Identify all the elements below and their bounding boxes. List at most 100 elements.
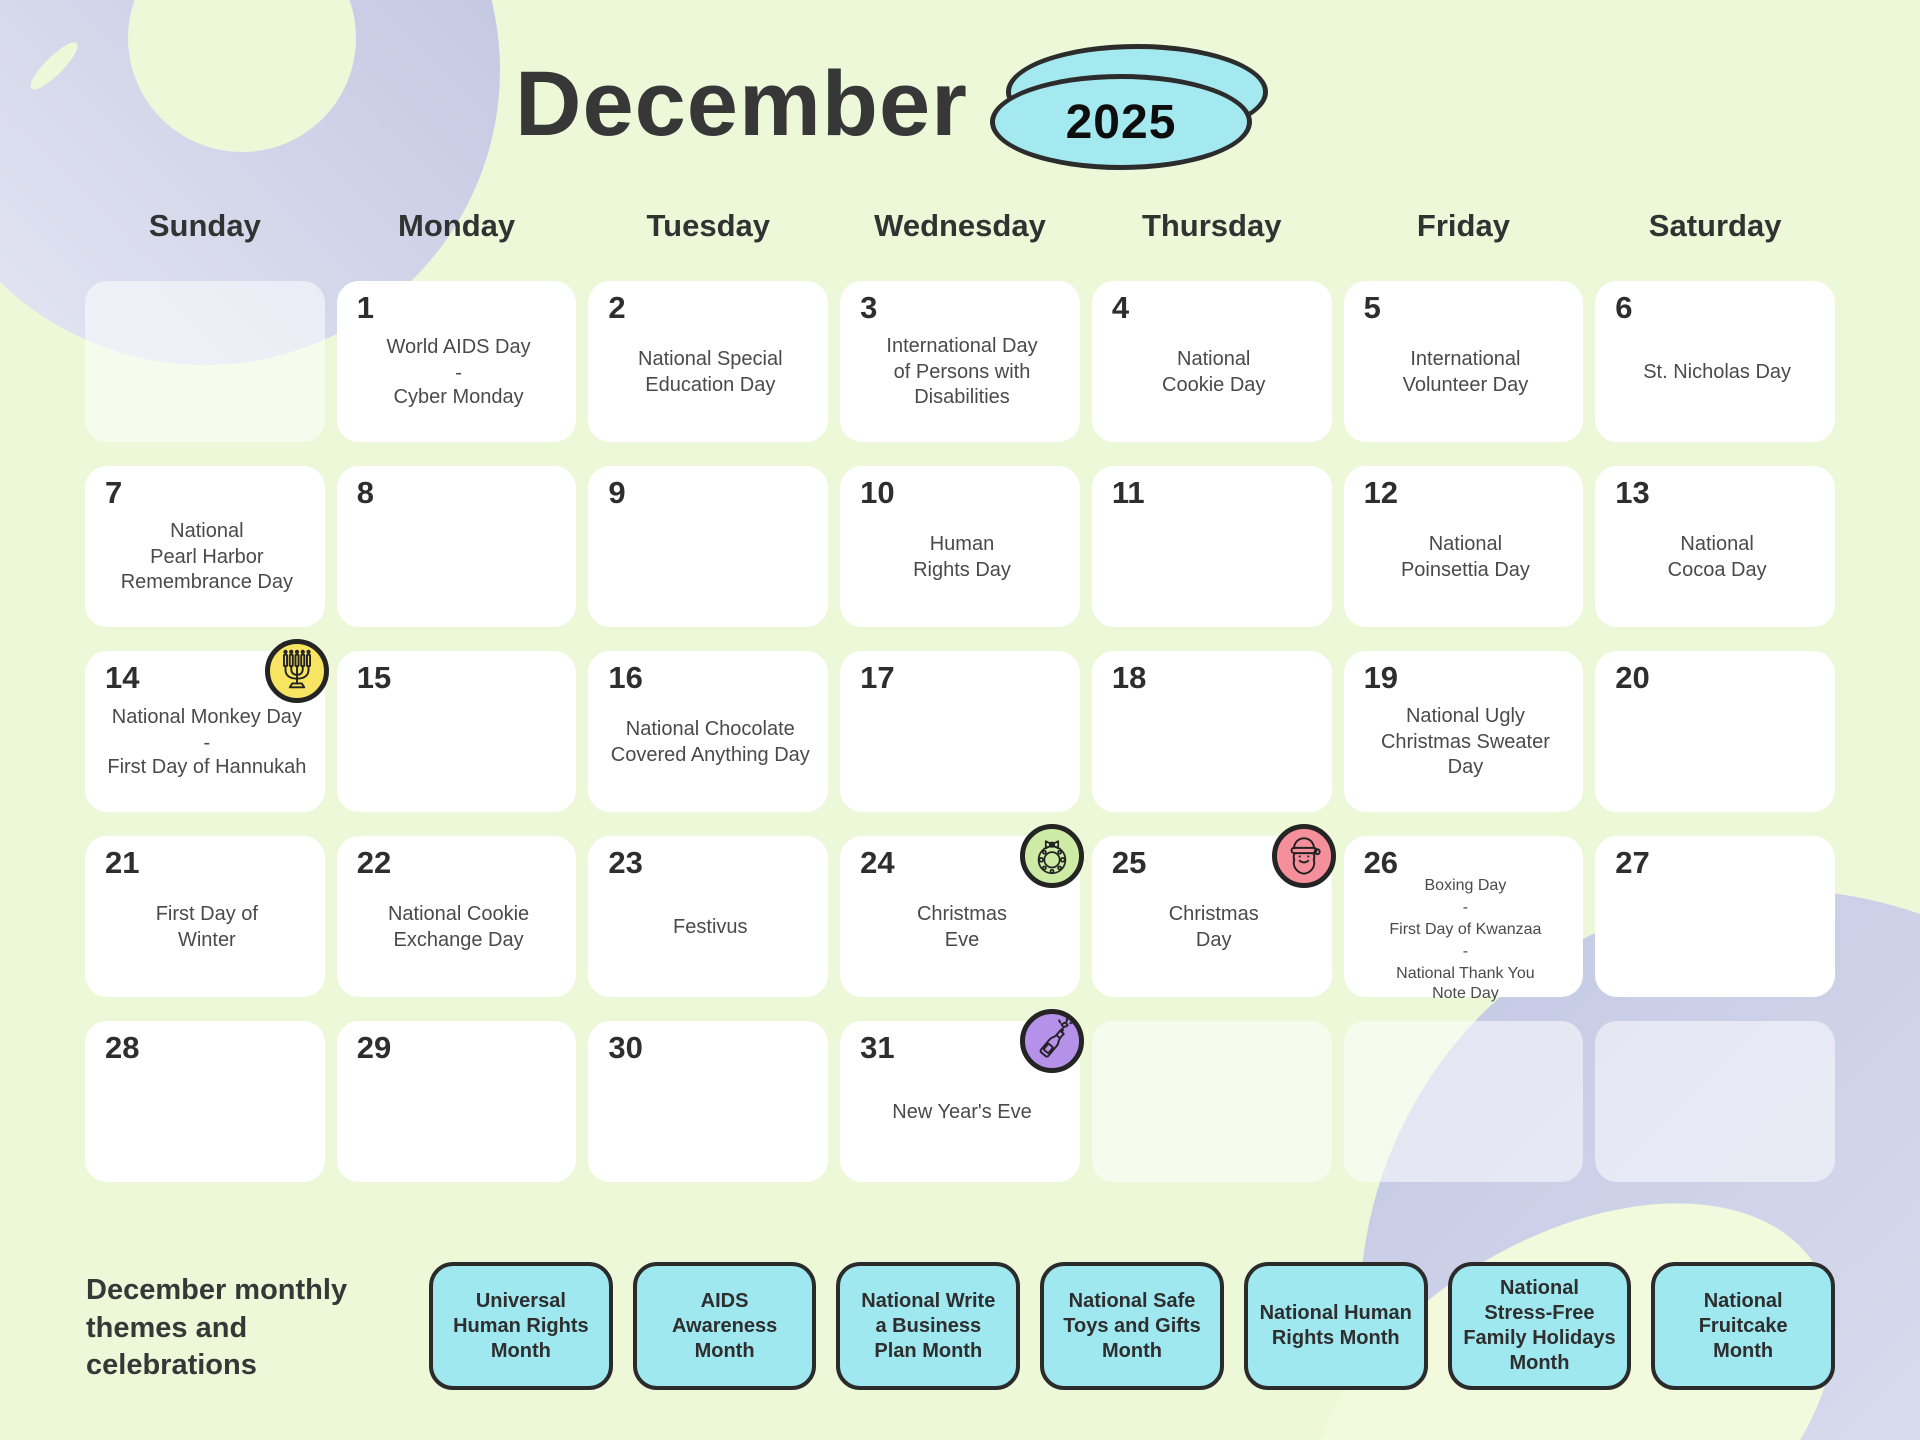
theme-pill-label: National Safe Toys and Gifts Month — [1063, 1289, 1201, 1362]
theme-pill-label: Universal Human Rights Month — [453, 1289, 589, 1362]
menorah-icon — [264, 639, 329, 703]
calendar-cell-13: 13 National Cocoa Day — [1595, 466, 1835, 627]
event-list: International Volunteer Day — [1358, 321, 1574, 434]
calendar-cell-16: 16 National Chocolate Covered Anything Da… — [588, 651, 829, 812]
event-label: First Day of Kwanzaa — [1389, 921, 1542, 939]
day-number: 3 — [860, 290, 878, 325]
day-number: 12 — [1363, 475, 1399, 510]
calendar-cell-22: 22 National Cookie Exchange Day — [336, 836, 577, 997]
event-label: Christmas Day — [1168, 902, 1259, 951]
event-label: Human Rights Day — [913, 532, 1011, 581]
event-label: International Day of Persons with Disabi… — [886, 335, 1038, 409]
event-label: National Monkey Day — [111, 705, 302, 728]
calendar-cell-empty — [85, 281, 325, 442]
monthly-themes-row: Universal Human Rights Month AIDS Awarene… — [429, 1262, 1836, 1390]
calendar-cell-8: 8 — [336, 466, 577, 627]
year-badge: 2025 — [990, 44, 1270, 170]
calendar-cell-11: 11 — [1091, 466, 1332, 627]
day-number: 30 — [608, 1030, 643, 1065]
calendar-cell-10: 10 Human Rights Day — [840, 466, 1080, 627]
day-number: 23 — [608, 845, 643, 880]
calendar-cell-9: 9 — [588, 466, 829, 627]
calendar-cell-25: 25 Christmas Day — [1091, 824, 1336, 997]
calendar-cell-15: 15 — [336, 651, 577, 812]
day-number: 10 — [860, 475, 895, 510]
month-title: December — [515, 53, 968, 155]
event-label: National Special Education Day — [638, 347, 783, 396]
event-label: National Cookie Exchange Day — [387, 902, 530, 951]
event-label: International Volunteer Day — [1402, 347, 1529, 396]
weekday-label-tuesday: Tuesday — [646, 208, 771, 243]
day-number: 21 — [105, 845, 140, 880]
theme-pill-label: National Human Rights Month — [1259, 1302, 1412, 1349]
event-list: New Year's Eve — [854, 1061, 1070, 1174]
calendar-cell-7: 7 National Pearl Harbor Remembrance Day — [85, 466, 325, 627]
theme-pill-4[interactable]: National Safe Toys and Gifts Month — [1040, 1262, 1224, 1390]
calendar-cell-18: 18 — [1091, 651, 1332, 812]
event-list: National Cookie Day — [1106, 321, 1322, 434]
event-label: National Pearl Harbor Remembrance Day — [120, 520, 293, 594]
calendar-cell-3: 3 International Day of Persons with Disab… — [840, 281, 1080, 442]
event-label: National Cookie Day — [1162, 347, 1266, 396]
event-list: Christmas Day — [1106, 876, 1322, 989]
event-label: First Day of Winter — [155, 902, 258, 951]
calendar-cell-19: 19 National Ugly Christmas Sweater Day — [1343, 651, 1584, 812]
event-list: National Cookie Exchange Day — [351, 876, 567, 989]
calendar-cell-27: 27 — [1595, 836, 1835, 997]
event-label: National Cocoa Day — [1667, 532, 1767, 581]
event-list: National Ugly Christmas Sweater Day — [1358, 691, 1574, 804]
theme-pill-label: AIDS Awareness Month — [671, 1289, 778, 1362]
day-number: 11 — [1111, 475, 1145, 510]
theme-pill-label: National Write a Business Plan Month — [861, 1289, 996, 1362]
event-separator: - — [203, 731, 211, 754]
event-list: National Chocolate Covered Anything Day — [602, 691, 818, 804]
day-number: 27 — [1615, 845, 1650, 880]
calendar-cell-1: 1 World AIDS Day - Cyber Monday — [336, 281, 577, 442]
day-number: 13 — [1615, 475, 1650, 510]
event-label: Boxing Day — [1424, 877, 1507, 895]
day-number: 16 — [608, 660, 643, 695]
theme-pill-5[interactable]: National Human Rights Month — [1243, 1262, 1428, 1390]
event-label: World AIDS Day — [386, 335, 531, 358]
weekday-label-sunday: Sunday — [148, 208, 261, 243]
event-separator: - — [455, 361, 462, 384]
calendar-cell-5: 5 International Volunteer Day — [1343, 281, 1584, 442]
day-number: 1 — [356, 290, 374, 325]
calendar-cell-26: 26 Boxing Day - First Day of Kwanzaa - Nation… — [1343, 836, 1584, 1002]
calendar-cell-17: 17 — [840, 651, 1080, 812]
weekday-header-row: Sunday Monday Tuesday Wednesday Thursday Frid… — [85, 208, 1835, 244]
monthly-themes-heading: December monthly themes and celebrations — [86, 1274, 348, 1382]
theme-pill-6[interactable]: National Stress-Free Family Holidays Mon… — [1447, 1262, 1632, 1390]
year-label: 2025 — [1065, 95, 1177, 149]
calendar-cell-20: 20 — [1595, 651, 1835, 812]
event-list: World AIDS Day - Cyber Monday — [351, 321, 567, 434]
event-label: National Poinsettia Day — [1400, 532, 1530, 581]
day-number: 28 — [105, 1030, 140, 1065]
event-list: Human Rights Day — [854, 506, 1070, 619]
theme-pill-2[interactable]: AIDS Awareness Month — [632, 1262, 817, 1390]
event-label: Christmas Eve — [916, 902, 1007, 951]
theme-pill-7[interactable]: National Fruitcake Month — [1651, 1262, 1836, 1390]
day-number: 15 — [356, 660, 392, 695]
day-number: 18 — [1111, 660, 1147, 695]
event-separator: - — [1462, 943, 1469, 961]
day-number: 31 — [860, 1030, 895, 1065]
event-label: First Day of Hannukah — [107, 755, 307, 778]
champagne-icon — [1019, 1009, 1084, 1073]
event-label: National Thank You Note Day — [1396, 965, 1535, 1003]
day-number: 8 — [356, 475, 374, 510]
calendar-cell-14: 14 National Monkey Day - First Day of Hannu… — [85, 639, 329, 812]
calendar-cell-24: 24 Christmas Eve — [840, 824, 1084, 997]
calendar-grid: 1 World AIDS Day - Cyber Monday 2 National Sp… — [85, 281, 1835, 1182]
theme-pill-1[interactable]: Universal Human Rights Month — [429, 1262, 613, 1390]
day-number: 25 — [1111, 845, 1147, 880]
calendar-cell-empty — [1595, 1021, 1835, 1182]
day-number: 4 — [1111, 290, 1130, 325]
day-number: 2 — [608, 290, 626, 325]
event-label: Festivus — [673, 915, 748, 938]
calendar-cell-2: 2 National Special Education Day — [588, 281, 829, 442]
day-number: 19 — [1363, 660, 1399, 695]
calendar-cell-6: 6 St. Nicholas Day — [1595, 281, 1835, 442]
theme-pill-3[interactable]: National Write a Business Plan Month — [836, 1262, 1021, 1390]
calendar-cell-4: 4 National Cookie Day — [1091, 281, 1332, 442]
